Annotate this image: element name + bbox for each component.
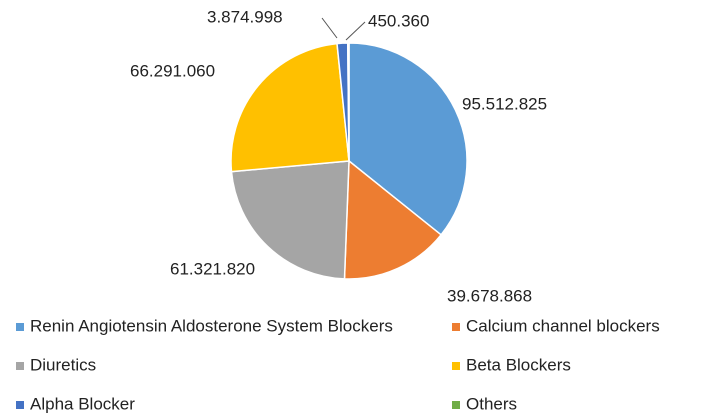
data-label: 66.291.060 — [130, 61, 215, 80]
data-label: 450.360 — [368, 11, 429, 30]
legend-swatch — [16, 401, 24, 409]
legend-swatch — [452, 323, 460, 331]
legend-label: Diuretics — [30, 355, 96, 374]
leader-line — [345, 21, 366, 41]
legend-label: Beta Blockers — [466, 355, 571, 374]
pie-slice — [346, 42, 350, 162]
pie-slice — [230, 42, 350, 173]
pie-slice — [230, 160, 350, 280]
legend-swatch — [16, 323, 24, 331]
data-label: 39.678.868 — [447, 286, 532, 305]
legend-label: Renin Angiotensin Aldosterone System Blo… — [30, 316, 393, 335]
pie-slice — [343, 159, 443, 280]
data-label: 3.874.998 — [207, 7, 283, 26]
leader-line — [321, 17, 338, 39]
legend-swatch — [452, 362, 460, 370]
legend-label: Alpha Blocker — [30, 394, 135, 413]
data-label: 95.512.825 — [462, 94, 547, 113]
data-label: 61.321.820 — [170, 259, 255, 278]
legend-label: Others — [466, 394, 517, 413]
legend-label: Calcium channel blockers — [466, 316, 660, 335]
legend-swatch — [16, 362, 24, 370]
pie-slice — [348, 42, 468, 236]
legend-swatch — [452, 401, 460, 409]
